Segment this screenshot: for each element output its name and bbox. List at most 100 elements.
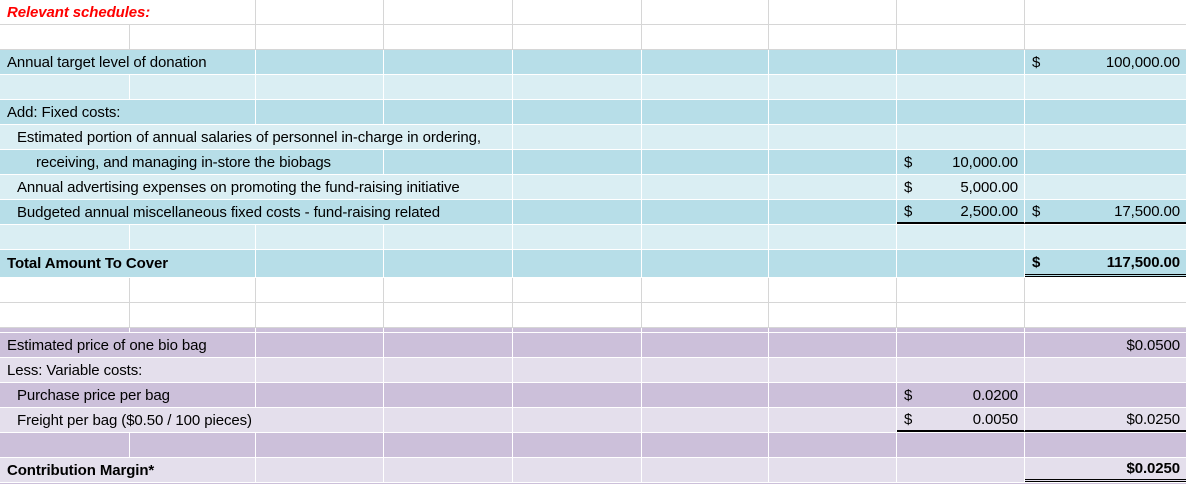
cell-amount[interactable]: $0.0500 — [1025, 333, 1186, 357]
cell[interactable] — [1025, 225, 1186, 249]
cell-amount[interactable]: $10,000.00 — [897, 150, 1025, 174]
cell[interactable] — [384, 25, 513, 49]
cell[interactable] — [0, 328, 130, 332]
cell[interactable] — [513, 333, 642, 357]
cell[interactable] — [897, 0, 1025, 24]
cell[interactable] — [769, 303, 897, 327]
cell[interactable] — [1025, 0, 1186, 24]
cell[interactable] — [513, 358, 642, 382]
cell[interactable] — [769, 408, 897, 432]
cell[interactable] — [130, 433, 256, 457]
cell[interactable] — [384, 50, 513, 74]
cell[interactable] — [769, 150, 897, 174]
cell[interactable] — [384, 328, 513, 332]
cell[interactable] — [0, 225, 130, 249]
cell-label[interactable]: receiving, and managing in-store the bio… — [0, 150, 384, 174]
cell[interactable] — [769, 250, 897, 277]
cell-amount[interactable]: $100,000.00 — [1025, 50, 1186, 74]
cell[interactable] — [642, 433, 769, 457]
cell[interactable] — [769, 0, 897, 24]
cell[interactable] — [1025, 383, 1186, 407]
cell[interactable] — [256, 278, 384, 302]
cell[interactable] — [384, 150, 513, 174]
cell[interactable] — [384, 75, 513, 99]
cell[interactable] — [130, 278, 256, 302]
cell[interactable] — [897, 278, 1025, 302]
cell[interactable] — [897, 303, 1025, 327]
cell[interactable] — [642, 75, 769, 99]
cell[interactable] — [513, 433, 642, 457]
cell[interactable] — [513, 408, 642, 432]
cell[interactable] — [1025, 358, 1186, 382]
cell[interactable] — [256, 328, 384, 332]
cell[interactable] — [769, 75, 897, 99]
cell[interactable] — [1025, 75, 1186, 99]
cell-label[interactable]: Budgeted annual miscellaneous fixed cost… — [0, 200, 513, 224]
cell[interactable] — [130, 225, 256, 249]
cell[interactable] — [642, 303, 769, 327]
cell[interactable] — [513, 200, 642, 224]
cell[interactable] — [897, 100, 1025, 124]
cell[interactable] — [256, 250, 384, 277]
cell[interactable] — [256, 25, 384, 49]
cell[interactable] — [513, 383, 642, 407]
cell-amount[interactable]: $0.0200 — [897, 383, 1025, 407]
cell[interactable] — [642, 278, 769, 302]
cell-amount[interactable]: $0.0250 — [1025, 408, 1186, 432]
cell[interactable] — [897, 333, 1025, 357]
cell[interactable] — [1025, 150, 1186, 174]
cell[interactable] — [384, 250, 513, 277]
cell[interactable] — [384, 458, 513, 482]
cell[interactable] — [1025, 175, 1186, 199]
cell-amount[interactable]: $2,500.00 — [897, 200, 1025, 224]
cell[interactable] — [513, 303, 642, 327]
cell[interactable] — [513, 278, 642, 302]
cell[interactable] — [642, 125, 769, 149]
cell-label[interactable]: Annual target level of donation — [0, 50, 256, 74]
cell-amount[interactable]: $0.0050 — [897, 408, 1025, 432]
cell[interactable] — [769, 200, 897, 224]
cell[interactable] — [642, 358, 769, 382]
cell[interactable] — [642, 150, 769, 174]
cell[interactable] — [769, 100, 897, 124]
cell[interactable] — [897, 328, 1025, 332]
cell[interactable] — [384, 303, 513, 327]
cell[interactable] — [130, 75, 256, 99]
cell[interactable] — [1025, 433, 1186, 457]
cell-label[interactable]: Estimated price of one bio bag — [0, 333, 256, 357]
cell[interactable] — [897, 250, 1025, 277]
cell[interactable] — [897, 358, 1025, 382]
cell[interactable] — [769, 125, 897, 149]
cell-amount[interactable]: $5,000.00 — [897, 175, 1025, 199]
cell[interactable] — [1025, 100, 1186, 124]
cell[interactable] — [513, 250, 642, 277]
cell[interactable] — [513, 100, 642, 124]
cell-label[interactable]: Add: Fixed costs: — [0, 100, 256, 124]
cell-amount[interactable]: $117,500.00 — [1025, 250, 1186, 277]
cell[interactable] — [1025, 303, 1186, 327]
cell[interactable] — [897, 458, 1025, 482]
cell-label[interactable]: Contribution Margin* — [0, 458, 256, 482]
cell[interactable] — [642, 458, 769, 482]
cell[interactable] — [384, 383, 513, 407]
cell[interactable] — [0, 433, 130, 457]
cell[interactable] — [256, 50, 384, 74]
cell[interactable] — [1025, 328, 1186, 332]
cell[interactable] — [769, 278, 897, 302]
cell[interactable] — [769, 175, 897, 199]
cell[interactable] — [130, 328, 256, 332]
cell[interactable] — [897, 433, 1025, 457]
cell[interactable] — [256, 225, 384, 249]
cell[interactable] — [384, 333, 513, 357]
cell[interactable] — [897, 25, 1025, 49]
cell[interactable] — [384, 358, 513, 382]
cell[interactable] — [642, 100, 769, 124]
cell[interactable] — [642, 225, 769, 249]
cell[interactable] — [513, 150, 642, 174]
cell-label[interactable]: Relevant schedules: — [0, 0, 256, 24]
cell[interactable] — [0, 278, 130, 302]
cell[interactable] — [897, 225, 1025, 249]
cell[interactable] — [769, 328, 897, 332]
cell[interactable] — [384, 100, 513, 124]
cell[interactable] — [0, 25, 130, 49]
